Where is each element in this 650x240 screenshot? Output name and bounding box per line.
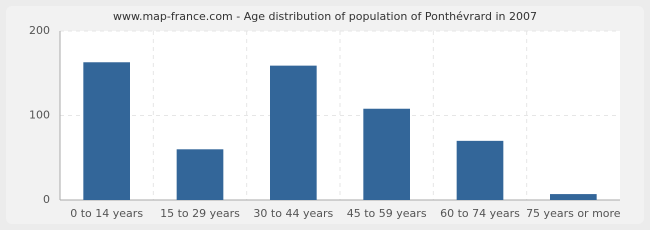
y-tick-label: 0	[43, 193, 50, 206]
y-tick-label: 200	[29, 24, 50, 37]
chart: www.map-france.com - Age distribution of…	[0, 0, 650, 230]
x-tick-label: 75 years or more	[526, 207, 621, 220]
bar	[363, 108, 410, 200]
bar	[83, 62, 130, 200]
bar	[550, 194, 597, 200]
x-tick-label: 30 to 44 years	[253, 207, 333, 220]
y-tick-label: 100	[29, 109, 50, 122]
x-tick-label: 15 to 29 years	[160, 207, 240, 220]
page: www.map-france.com - Age distribution of…	[0, 0, 650, 230]
bar	[270, 65, 317, 201]
x-tick-label: 60 to 74 years	[440, 207, 520, 220]
chart-title: www.map-france.com - Age distribution of…	[113, 10, 537, 23]
bar	[456, 140, 504, 200]
bar	[176, 149, 224, 200]
x-tick-label: 45 to 59 years	[347, 207, 427, 220]
x-tick-label: 0 to 14 years	[70, 207, 143, 220]
